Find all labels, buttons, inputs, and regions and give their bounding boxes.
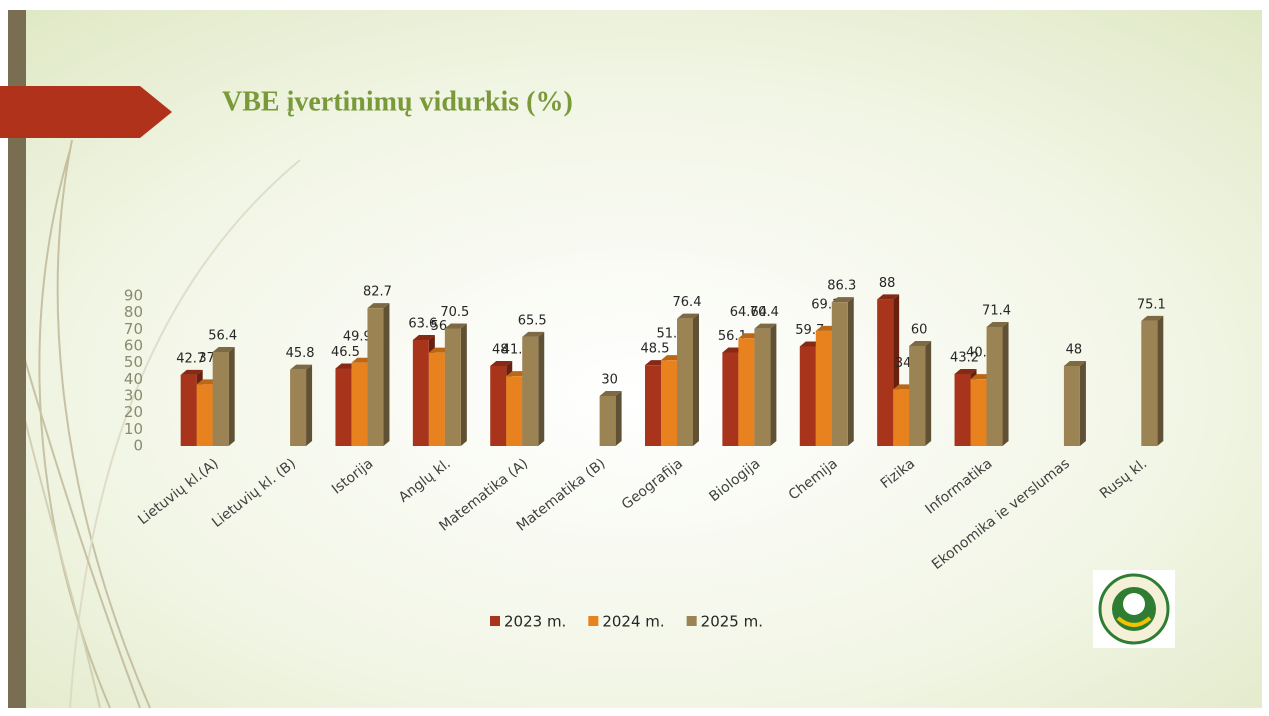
bar-side (693, 314, 699, 446)
value-label: 56 (431, 319, 448, 334)
bar-side (848, 297, 854, 446)
bar (213, 352, 229, 446)
bar (1141, 321, 1157, 446)
value-label: 88 (879, 276, 896, 291)
value-label: 37 (198, 351, 215, 366)
legend-swatch (588, 616, 598, 626)
value-label: 70.4 (750, 305, 779, 320)
value-label: 45.8 (286, 346, 315, 361)
y-tick-label: 0 (133, 437, 143, 455)
bar-side (1003, 322, 1009, 446)
value-label: 34 (895, 356, 912, 371)
legend-label: 2024 m. (602, 613, 664, 631)
legend-swatch (490, 616, 500, 626)
bar-side (770, 324, 776, 446)
value-label: 86.3 (827, 279, 856, 294)
y-tick-label: 30 (124, 387, 143, 405)
bar (197, 384, 213, 446)
bar (490, 366, 506, 446)
bar (429, 353, 445, 446)
bar (661, 360, 677, 446)
bar-side (1157, 316, 1163, 446)
bar (893, 389, 909, 446)
bar-side (229, 347, 235, 446)
title-arrow (0, 86, 172, 138)
bar (754, 329, 770, 446)
y-tick-label: 80 (124, 303, 143, 321)
logo-tree (1123, 593, 1145, 615)
y-tick-label: 40 (124, 370, 143, 388)
bar (877, 299, 893, 446)
bar (955, 374, 971, 446)
bar-side (616, 391, 622, 446)
bar-side (461, 324, 467, 447)
legend-swatch (687, 616, 697, 626)
slide: VBE įvertinimų vidurkis (%) 010203040506… (0, 0, 1269, 716)
chart-title: VBE įvertinimų vidurkis (%) (222, 86, 573, 117)
value-label: 75.1 (1137, 297, 1166, 312)
value-label: 56.4 (208, 329, 237, 344)
value-label: 76.4 (673, 295, 702, 310)
bar (600, 396, 616, 446)
value-label: 60 (911, 323, 928, 338)
legend-label: 2023 m. (504, 613, 566, 631)
y-tick-label: 70 (124, 320, 143, 338)
y-tick-label: 60 (124, 337, 143, 355)
legend-label: 2025 m. (701, 613, 763, 631)
bar (290, 370, 306, 446)
value-label: 71.4 (982, 304, 1011, 319)
bar (816, 331, 832, 446)
bar (445, 329, 461, 447)
y-tick-label: 90 (124, 287, 143, 305)
bar-side (538, 332, 544, 446)
logo (1093, 570, 1175, 648)
bar (722, 353, 738, 447)
bar-side (306, 365, 312, 446)
bar (832, 302, 848, 446)
bar (800, 347, 816, 447)
value-label: 48.5 (641, 342, 670, 357)
bar (1064, 366, 1080, 446)
bar (645, 365, 661, 446)
bar (181, 375, 197, 446)
bar (522, 337, 538, 446)
bar (506, 376, 522, 446)
bar (909, 346, 925, 446)
bar (738, 338, 754, 446)
bar (367, 308, 383, 446)
bar (413, 340, 429, 446)
bar-side (383, 303, 389, 446)
value-label: 70.5 (440, 305, 469, 320)
bar-side (1080, 361, 1086, 446)
bar (335, 369, 351, 447)
y-tick-label: 10 (124, 420, 143, 438)
value-label: 46.5 (331, 345, 360, 360)
bar-side (925, 341, 931, 446)
bar (677, 319, 693, 446)
bar (971, 379, 987, 446)
bar (987, 327, 1003, 446)
value-label: 65.5 (518, 313, 547, 328)
bar (351, 363, 367, 446)
value-label: 82.7 (363, 285, 392, 300)
y-tick-label: 20 (124, 403, 143, 421)
page: {"chart_data": {"type": "bar", "title": … (0, 0, 1269, 716)
value-label: 30 (601, 373, 618, 388)
y-tick-label: 50 (124, 353, 143, 371)
value-label: 48 (1066, 343, 1083, 358)
